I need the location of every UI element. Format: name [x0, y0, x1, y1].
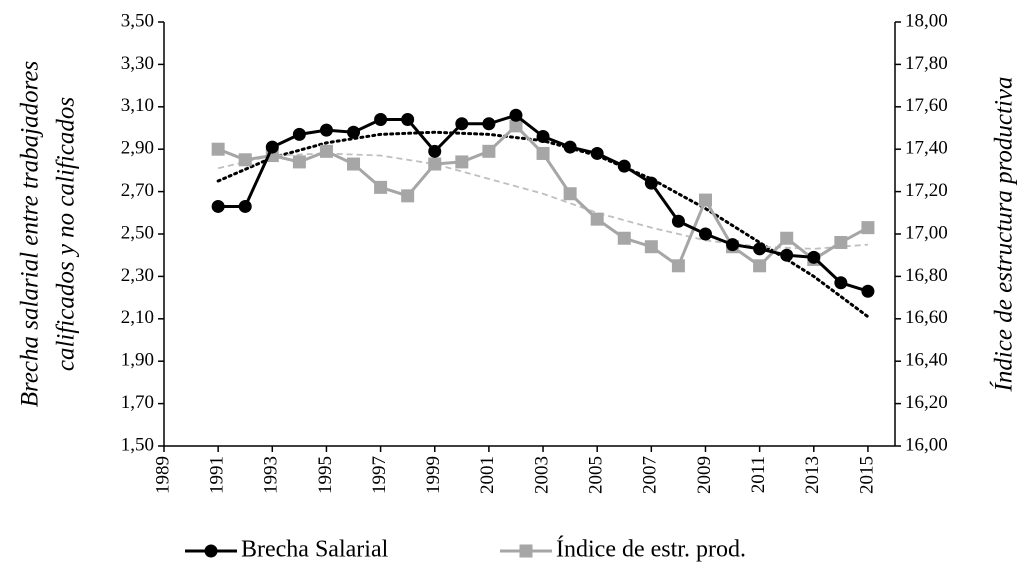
y2-tick-label: 16,60 — [905, 307, 948, 328]
marker — [401, 189, 415, 203]
y-tick-label: 2,90 — [121, 138, 154, 159]
marker — [455, 155, 469, 169]
marker — [482, 117, 496, 131]
y-axis-title: calificados y no calificados — [53, 97, 80, 371]
marker — [753, 242, 767, 256]
marker — [347, 157, 361, 171]
x-tick-label: 1993 — [261, 456, 282, 494]
x-tick-label: 2003 — [531, 456, 552, 494]
marker — [428, 144, 442, 158]
marker — [671, 259, 685, 273]
marker — [536, 146, 550, 160]
y-tick-label: 3,30 — [121, 53, 154, 74]
marker — [292, 155, 306, 169]
marker — [617, 159, 631, 173]
y-tick-label: 3,10 — [121, 95, 154, 116]
marker — [482, 144, 496, 158]
marker — [455, 117, 469, 131]
y-tick-label: 2,70 — [121, 180, 154, 201]
legend-label: Brecha Salarial — [241, 537, 389, 563]
y-tick-label: 1,50 — [121, 434, 154, 455]
x-tick-label: 2001 — [477, 456, 498, 494]
marker — [536, 129, 550, 143]
marker — [211, 142, 225, 156]
x-tick-label: 1989 — [152, 456, 173, 494]
marker — [509, 119, 523, 133]
marker — [374, 113, 388, 127]
y2-tick-label: 16,40 — [905, 350, 948, 371]
marker — [834, 276, 848, 290]
marker — [347, 125, 361, 139]
marker — [519, 544, 533, 558]
marker — [780, 248, 794, 262]
y2-tick-label: 17,40 — [905, 138, 948, 159]
y2-tick-label: 18,00 — [905, 10, 948, 31]
marker — [211, 199, 225, 213]
marker — [590, 212, 604, 226]
x-tick-label: 2013 — [802, 456, 823, 494]
y2-tick-label: 16,00 — [905, 434, 948, 455]
y2-axis-title: Índice de estructura productiva — [990, 77, 1018, 393]
y2-tick-label: 17,00 — [905, 222, 948, 243]
legend-label: Índice de estr. prod. — [556, 537, 746, 563]
x-tick-label: 2007 — [640, 456, 661, 494]
marker — [671, 214, 685, 228]
x-tick-label: 2005 — [586, 456, 607, 494]
marker — [617, 231, 631, 245]
x-tick-label: 2011 — [748, 456, 769, 493]
y2-tick-label: 16,20 — [905, 392, 948, 413]
x-tick-label: 1991 — [207, 456, 228, 494]
y-tick-label: 2,50 — [121, 222, 154, 243]
y2-tick-label: 17,60 — [905, 95, 948, 116]
y2-tick-label: 17,20 — [905, 180, 948, 201]
marker — [319, 123, 333, 137]
x-tick-label: 1999 — [423, 456, 444, 494]
x-tick-label: 2015 — [856, 456, 877, 494]
marker — [563, 187, 577, 201]
marker — [861, 284, 875, 298]
marker — [590, 146, 604, 160]
marker — [374, 180, 388, 194]
y-tick-label: 2,30 — [121, 265, 154, 286]
x-tick-label: 2009 — [694, 456, 715, 494]
x-tick-label: 1997 — [369, 456, 390, 494]
y-axis-title: Brecha salarial entre trabajadores — [17, 61, 44, 408]
marker — [644, 240, 658, 254]
marker — [204, 544, 218, 558]
marker — [428, 157, 442, 171]
y2-tick-label: 17,80 — [905, 53, 948, 74]
y-tick-label: 1,70 — [121, 392, 154, 413]
marker — [834, 235, 848, 249]
marker — [265, 140, 279, 154]
marker — [509, 108, 523, 122]
y-tick-label: 1,90 — [121, 350, 154, 371]
marker — [726, 238, 740, 252]
marker — [644, 176, 658, 190]
marker — [238, 199, 252, 213]
trendline — [217, 152, 868, 250]
marker — [780, 231, 794, 245]
marker — [807, 250, 821, 264]
x-tick-label: 1995 — [315, 456, 336, 494]
marker — [861, 221, 875, 235]
y-tick-label: 2,10 — [121, 307, 154, 328]
y2-tick-label: 16,80 — [905, 265, 948, 286]
marker — [238, 153, 252, 167]
marker — [698, 227, 712, 241]
y-tick-label: 3,50 — [121, 10, 154, 31]
marker — [563, 140, 577, 154]
marker — [401, 113, 415, 127]
marker — [292, 127, 306, 141]
marker — [753, 259, 767, 273]
marker — [319, 144, 333, 158]
marker — [698, 193, 712, 207]
